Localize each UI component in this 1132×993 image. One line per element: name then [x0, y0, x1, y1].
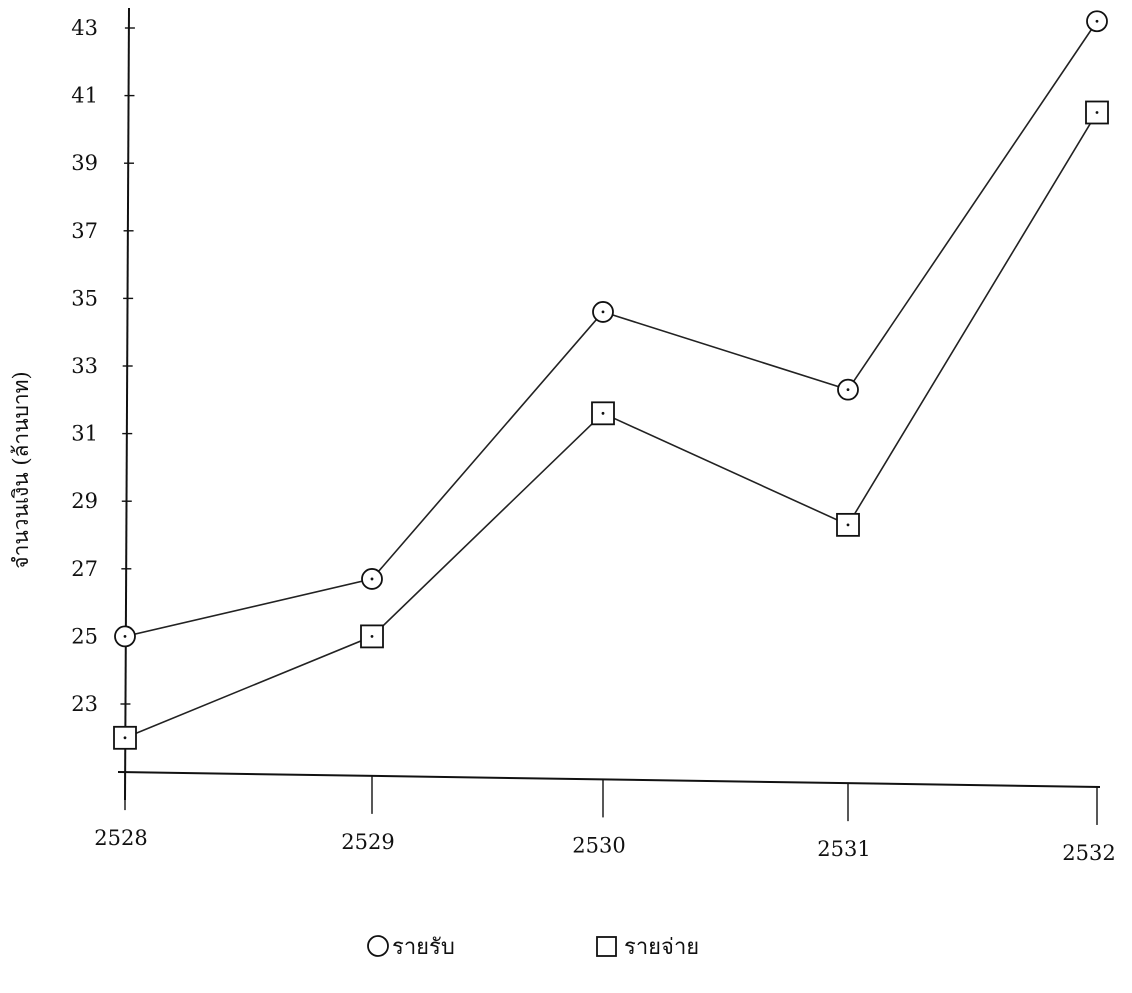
- data-point-center-dot: [601, 411, 605, 415]
- data-point-center-dot: [846, 388, 850, 392]
- y-tick-label: 23: [71, 692, 98, 716]
- y-tick-label: 27: [71, 557, 98, 581]
- y-tick-label: 29: [71, 489, 98, 513]
- y-tick-label: 33: [71, 354, 98, 378]
- x-tick-label: 2530: [572, 833, 625, 857]
- x-ticks: 2528 2529 2530 2531 2532: [94, 772, 1116, 865]
- data-point-center-dot: [1095, 111, 1099, 114]
- y-tick-label: 35: [71, 286, 98, 310]
- y-ticks: 23 25 27 29 31 33 35 37 39 41 43: [71, 16, 135, 716]
- x-tick-label: 2528: [94, 826, 147, 850]
- axes: [117, 7, 1101, 801]
- y-tick-label: 25: [71, 624, 98, 648]
- y-axis-label: จำนวนเงิน (ล้านบาท): [9, 371, 33, 568]
- data-point-center-dot: [123, 736, 127, 740]
- legend-label-income: รายรับ: [392, 935, 455, 960]
- data-point-center-dot: [370, 635, 374, 638]
- y-axis-line: [124, 7, 130, 801]
- series-expense: [113, 100, 1109, 750]
- y-tick-label: 43: [71, 16, 98, 40]
- legend-square-icon: [596, 936, 617, 957]
- x-axis-line: [117, 771, 1101, 788]
- data-point-center-dot: [123, 635, 127, 638]
- legend-circle-icon: [367, 935, 389, 957]
- y-tick-label: 31: [71, 422, 98, 446]
- legend-item-expense: รายจ่าย: [596, 935, 699, 960]
- data-point-center-dot: [846, 523, 850, 527]
- y-tick-label: 41: [71, 84, 98, 108]
- data-point-center-dot: [1095, 19, 1099, 23]
- x-tick-label: 2531: [817, 837, 870, 861]
- legend: รายรับ รายจ่าย: [367, 935, 699, 960]
- data-point-center-dot: [601, 310, 605, 314]
- x-tick-label: 2532: [1062, 841, 1115, 865]
- legend-label-expense: รายจ่าย: [624, 935, 699, 960]
- series-income: [114, 10, 1108, 648]
- y-tick-label: 37: [71, 219, 98, 243]
- x-tick-label: 2529: [341, 830, 394, 854]
- series: [113, 10, 1109, 750]
- y-tick-label: 39: [71, 151, 98, 175]
- legend-item-income: รายรับ: [367, 935, 455, 960]
- data-point-center-dot: [370, 577, 374, 581]
- series-line: [124, 20, 1098, 638]
